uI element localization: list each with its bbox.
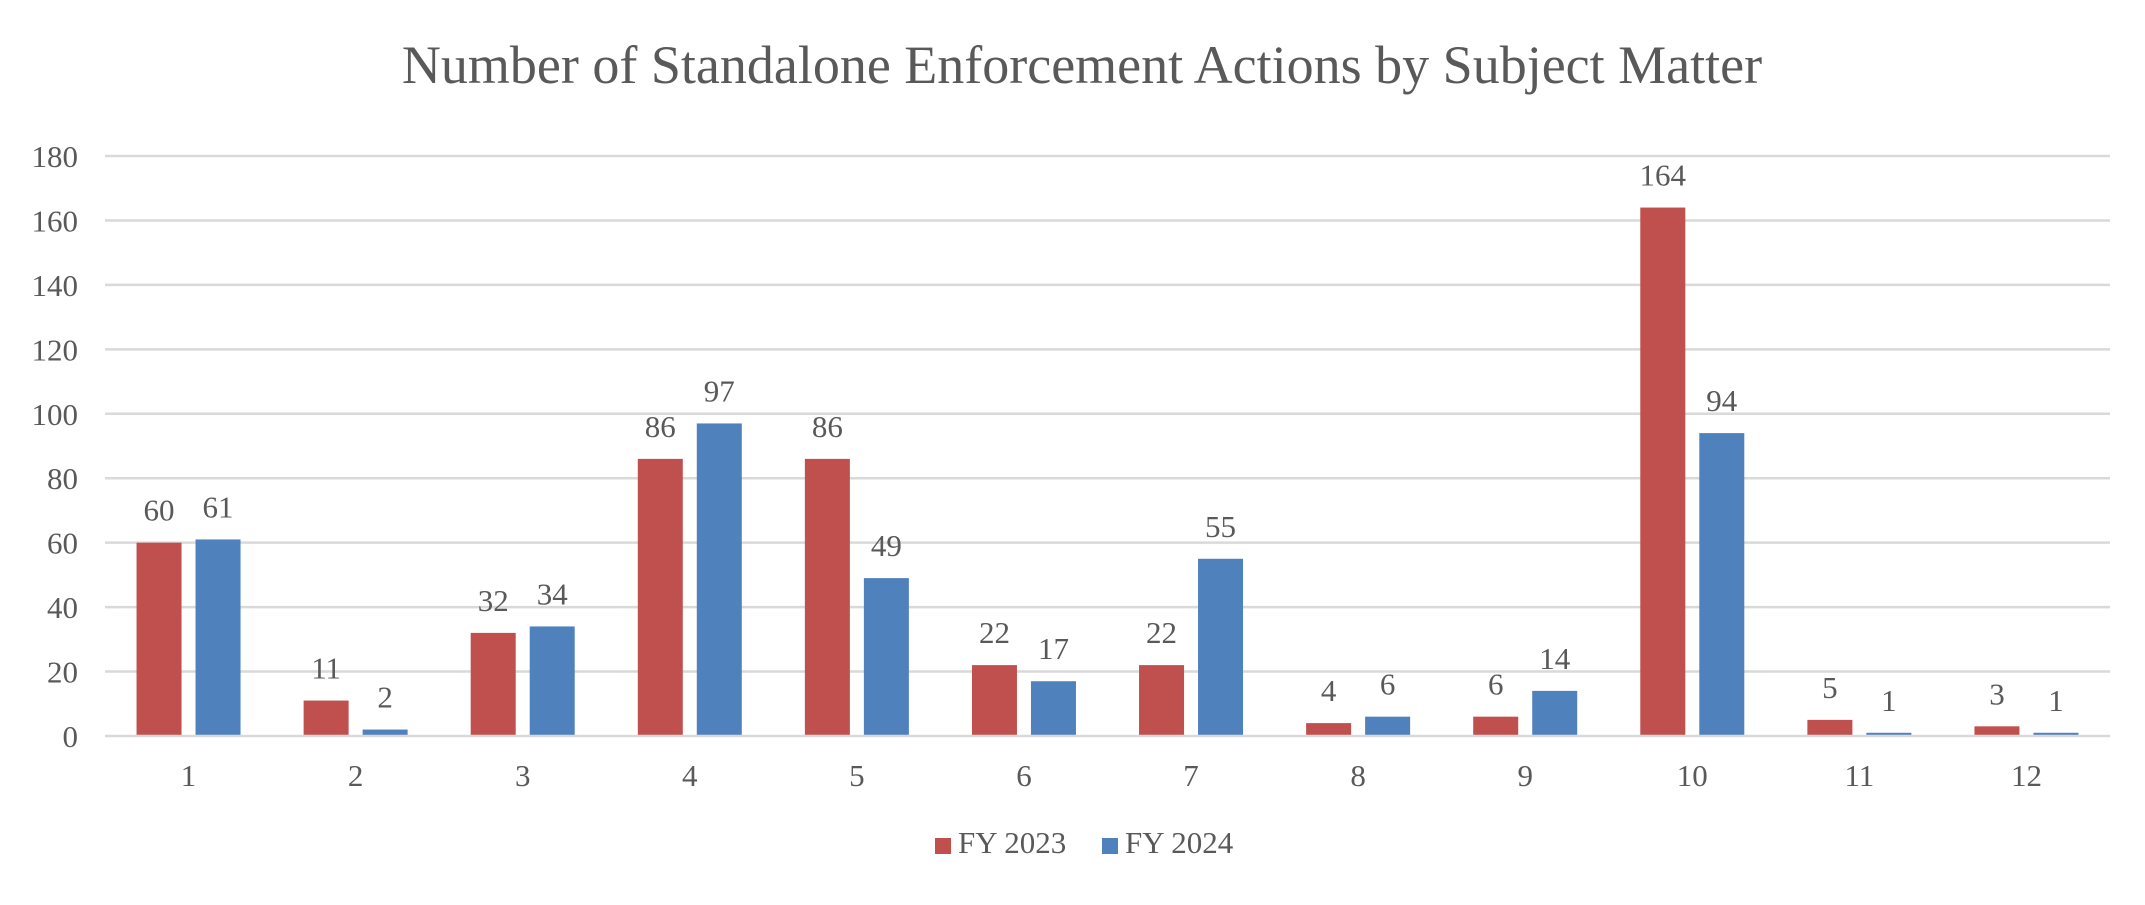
data-label: 34: [537, 576, 569, 611]
x-tick-label: 1: [181, 758, 197, 793]
data-label: 1: [2048, 683, 2064, 718]
gridlines: [105, 154, 2110, 673]
bar-fy-2023-cat-5: [804, 458, 850, 736]
data-label: 1: [1881, 683, 1897, 718]
data-labels: 60 61 11 2 32 34 86 97 86 49 22 17 22 55 4 6 6 14 164 94 5 1 3…: [144, 158, 2064, 718]
bar-fy-2024-cat-7: [1198, 558, 1244, 736]
data-label: 164: [1640, 158, 1687, 193]
bar-fy-2023-cat-12: [1974, 726, 2020, 736]
data-label: 55: [1205, 509, 1236, 544]
bar-fy-2024-cat-3: [529, 626, 575, 736]
bars: [136, 207, 2079, 737]
data-label: 94: [1706, 383, 1738, 418]
data-label: 11: [311, 651, 341, 686]
bar-fy-2023-cat-11: [1807, 719, 1853, 736]
bar-fy-2024-cat-4: [696, 423, 742, 736]
data-label: 22: [1146, 615, 1177, 650]
legend-swatch-fy-2023: [935, 838, 951, 854]
bar-fy-2024-cat-10: [1699, 433, 1745, 736]
data-label: 86: [645, 409, 676, 444]
x-tick-label: 2: [348, 758, 364, 793]
y-tick-label: 60: [47, 526, 78, 561]
data-label: 2: [377, 680, 393, 715]
x-tick-label: 12: [2011, 758, 2042, 793]
data-label: 5: [1822, 670, 1838, 705]
x-tick-label: 10: [1677, 758, 1708, 793]
data-label: 97: [704, 373, 735, 408]
y-tick-label: 140: [32, 268, 79, 303]
bar-fy-2024-cat-1: [195, 539, 241, 736]
bar-fy-2024-cat-2: [362, 729, 408, 736]
bar-fy-2024-cat-9: [1532, 690, 1578, 736]
bar-fy-2023-cat-2: [303, 700, 349, 736]
x-axis: 1 2 3 4 5 6 7 8 9 10 11 12: [105, 734, 2110, 793]
data-label: 32: [478, 583, 509, 618]
y-tick-label: 20: [47, 655, 78, 690]
bar-fy-2024-cat-6: [1030, 681, 1076, 736]
chart-title: Number of Standalone Enforcement Actions…: [402, 35, 1762, 95]
y-tick-label: 120: [32, 332, 79, 367]
data-label: 6: [1488, 667, 1504, 702]
y-tick-label: 180: [32, 139, 79, 174]
data-label: 3: [1989, 676, 2005, 711]
y-axis: 0 20 40 60 80 100 120 140 160 180: [32, 139, 79, 754]
bar-fy-2023-cat-9: [1473, 716, 1519, 736]
bar-fy-2024-cat-8: [1365, 716, 1411, 736]
bar-fy-2023-cat-1: [136, 542, 182, 736]
legend: FY 2023 FY 2024: [935, 825, 1234, 860]
legend-swatch-fy-2024: [1102, 838, 1118, 854]
bar-fy-2023-cat-4: [637, 458, 683, 736]
bar-fy-2023-cat-6: [971, 665, 1017, 736]
y-tick-label: 160: [32, 203, 79, 238]
x-tick-label: 4: [682, 758, 698, 793]
y-tick-label: 100: [32, 397, 79, 432]
y-tick-label: 80: [47, 461, 78, 496]
bar-fy-2024-cat-5: [863, 578, 909, 736]
legend-label: FY 2023: [958, 825, 1066, 860]
x-tick-label: 6: [1016, 758, 1032, 793]
x-tick-label: 7: [1183, 758, 1199, 793]
bar-fy-2023-cat-10: [1640, 207, 1686, 737]
legend-label: FY 2024: [1125, 825, 1234, 860]
y-tick-label: 40: [47, 590, 78, 625]
bar-fy-2024-cat-11: [1866, 732, 1912, 736]
bar-fy-2023-cat-7: [1139, 665, 1185, 736]
bar-fy-2024-cat-12: [2033, 732, 2079, 736]
bar-fy-2023-cat-3: [470, 632, 516, 736]
x-tick-label: 5: [849, 758, 865, 793]
data-label: 4: [1321, 673, 1337, 708]
x-tick-label: 11: [1844, 758, 1874, 793]
bar-fy-2023-cat-8: [1306, 723, 1352, 736]
x-tick-label: 9: [1517, 758, 1533, 793]
data-label: 14: [1539, 641, 1571, 676]
y-tick-label: 0: [63, 719, 79, 754]
data-label: 6: [1380, 667, 1396, 702]
data-label: 60: [144, 493, 175, 528]
data-label: 22: [979, 615, 1010, 650]
x-tick-label: 3: [515, 758, 531, 793]
data-label: 49: [871, 528, 902, 563]
data-label: 86: [812, 409, 843, 444]
data-label: 17: [1038, 631, 1069, 666]
data-label: 61: [203, 489, 234, 524]
x-tick-label: 8: [1350, 758, 1366, 793]
